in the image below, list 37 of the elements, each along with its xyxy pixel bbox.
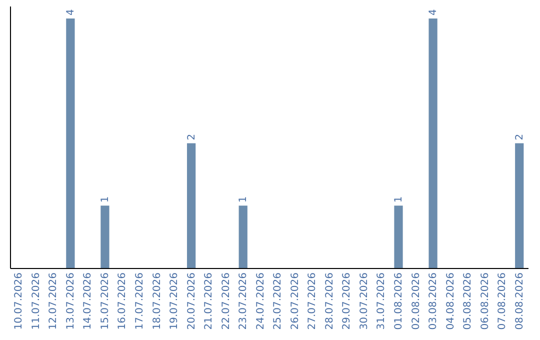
x-tick-label: 29.07.2026 — [342, 272, 353, 330]
x-tick-label: 30.07.2026 — [358, 272, 370, 330]
x-tick-label: 18.07.2026 — [152, 272, 163, 330]
x-tick-label: 25.07.2026 — [272, 272, 284, 330]
x-tick-label: 22.07.2026 — [220, 272, 232, 330]
data-label: 4 — [65, 9, 76, 16]
x-tick-label: 10.07.2026 — [14, 272, 25, 330]
x-tick-label: 03.08.2026 — [428, 272, 440, 330]
data-label: 1 — [238, 196, 250, 203]
x-tick-label: 12.07.2026 — [48, 272, 60, 330]
x-tick-label: 14.07.2026 — [82, 272, 94, 330]
x-tick-label: 07.08.2026 — [497, 272, 508, 330]
x-tick-label: 13.07.2026 — [65, 272, 76, 330]
x-tick-label: 24.07.2026 — [255, 272, 266, 330]
x-tick-label: 23.07.2026 — [238, 272, 250, 330]
x-tick-label: 19.07.2026 — [169, 272, 180, 330]
x-tick-label: 26.07.2026 — [290, 272, 301, 330]
x-tick-label: 15.07.2026 — [100, 272, 111, 330]
data-label: 1 — [100, 196, 111, 203]
x-tick-label: 06.08.2026 — [480, 272, 491, 330]
x-tick-label: 28.07.2026 — [324, 272, 336, 330]
x-tick-label: 11.07.2026 — [30, 272, 42, 330]
x-tick-label: 20.07.2026 — [186, 272, 198, 330]
x-tick-label: 16.07.2026 — [117, 272, 128, 330]
data-label: 1 — [394, 196, 404, 203]
data-label: 2 — [514, 134, 526, 140]
data-label: 2 — [186, 134, 198, 140]
x-tick-label: 08.08.2026 — [514, 272, 526, 330]
x-tick-label: 17.07.2026 — [134, 272, 146, 330]
x-tick-label: 02.08.2026 — [410, 272, 422, 330]
x-tick-label: 27.07.2026 — [307, 272, 318, 330]
x-tick-label: 01.08.2026 — [394, 272, 404, 330]
x-tick-label: 05.08.2026 — [462, 272, 474, 330]
x-tick-label: 31.07.2026 — [376, 272, 388, 330]
x-tick-label: 21.07.2026 — [204, 272, 215, 330]
x-tick-label: 04.08.2026 — [445, 272, 456, 330]
data-label: 4 — [428, 9, 440, 16]
